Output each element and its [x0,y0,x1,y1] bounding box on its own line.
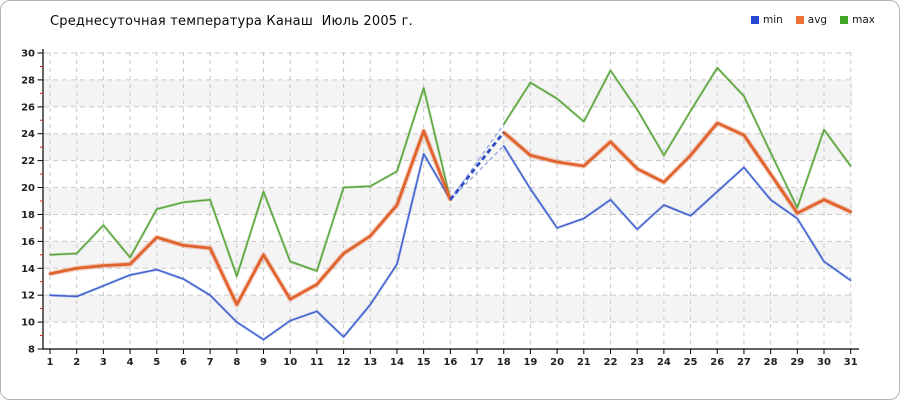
svg-text:29: 29 [790,357,804,368]
svg-text:25: 25 [684,357,698,368]
svg-text:14: 14 [390,357,404,368]
legend-item-min[interactable]: min [750,14,783,26]
legend-swatch-min [750,16,759,24]
svg-text:12: 12 [21,291,35,302]
svg-text:18: 18 [497,357,511,368]
svg-text:5: 5 [153,357,160,368]
svg-text:15: 15 [417,357,431,368]
chart-title: Среднесуточная температура Канаш Июль 20… [50,14,413,29]
svg-text:14: 14 [21,264,35,275]
legend-item-max[interactable]: max [840,14,875,26]
svg-text:9: 9 [260,357,267,368]
svg-text:6: 6 [180,357,187,368]
legend-item-avg[interactable]: avg [795,14,828,26]
svg-text:8: 8 [28,345,35,356]
legend: min avg max [750,14,875,26]
svg-text:13: 13 [363,357,377,368]
legend-label-avg: avg [807,14,828,26]
svg-text:30: 30 [21,49,35,60]
svg-text:22: 22 [604,357,618,368]
svg-text:22: 22 [21,156,35,167]
svg-text:7: 7 [207,357,214,368]
svg-text:16: 16 [21,237,35,248]
svg-text:10: 10 [283,357,297,368]
svg-text:11: 11 [310,357,324,368]
svg-text:31: 31 [844,357,858,368]
svg-text:28: 28 [21,75,35,86]
svg-text:4: 4 [127,357,134,368]
svg-text:20: 20 [550,357,564,368]
svg-text:1: 1 [47,357,54,368]
svg-text:24: 24 [657,357,671,368]
legend-swatch-avg [795,16,804,24]
svg-text:23: 23 [630,357,644,368]
svg-text:16: 16 [443,357,457,368]
legend-label-min: min [762,14,783,26]
svg-text:26: 26 [21,102,35,113]
svg-text:2: 2 [73,357,80,368]
svg-text:12: 12 [337,357,351,368]
svg-text:26: 26 [710,357,724,368]
svg-text:10: 10 [21,318,35,329]
svg-text:30: 30 [817,357,831,368]
svg-text:24: 24 [21,129,35,140]
svg-text:17: 17 [470,357,484,368]
svg-text:19: 19 [523,357,537,368]
svg-text:3: 3 [100,357,107,368]
svg-text:8: 8 [233,357,240,368]
svg-text:21: 21 [577,357,591,368]
svg-text:27: 27 [737,357,751,368]
legend-swatch-max [840,16,849,24]
svg-text:18: 18 [21,210,35,221]
svg-text:28: 28 [764,357,778,368]
svg-text:20: 20 [21,183,35,194]
legend-label-max: max [852,14,875,26]
